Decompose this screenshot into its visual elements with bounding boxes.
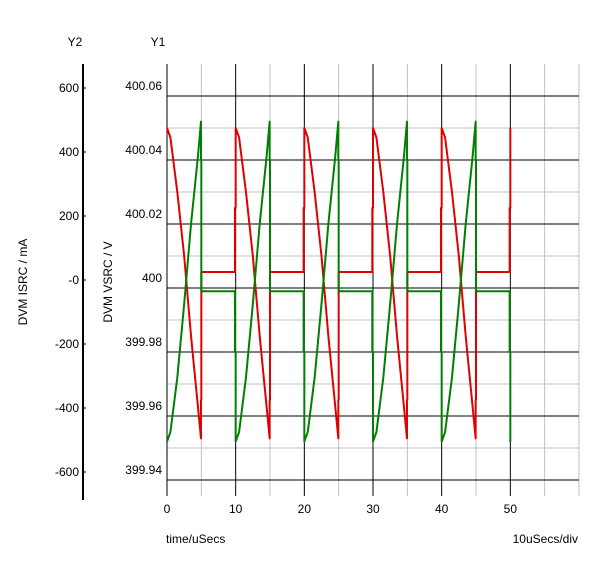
x-division-label: 10uSecs/div: [513, 532, 578, 546]
y2-tick-label: 200: [59, 209, 79, 223]
x-axis: 0 10 20 30 40 50: [164, 502, 518, 516]
y2-tick-label: -400: [55, 401, 79, 415]
x-axis-label: time/uSecs: [166, 532, 225, 546]
series-line-1: [166, 127, 512, 440]
y1-axis: 399.94 399.96 399.98 400 400.02 400.04 400.06: [125, 79, 162, 477]
x-tick-label: 40: [435, 502, 449, 516]
y1-axis-name: Y1: [151, 35, 166, 49]
y1-tick-label: 400.06: [125, 79, 162, 93]
x-tick-label: 50: [504, 502, 518, 516]
y2-tick-label: -200: [55, 337, 79, 351]
y2-tick-label: -600: [55, 465, 79, 479]
y1-tick-label: 399.98: [125, 335, 162, 349]
y2-axis-name: Y2: [68, 35, 83, 49]
x-tick-label: 30: [366, 502, 380, 516]
x-tick-label: 20: [298, 502, 312, 516]
y2-tick-label: 400: [59, 145, 79, 159]
y2-axis: -600 -400 -200 -0 200 400 600: [55, 64, 86, 500]
y2-tick-label: -0: [68, 273, 79, 287]
y1-tick-label: 400.02: [125, 207, 162, 221]
y1-tick-label: 400.04: [125, 143, 162, 157]
y1-axis-label: DVM VSRC / V: [101, 241, 115, 322]
x-tick-label: 10: [229, 502, 243, 516]
x-tick-label: 0: [164, 502, 171, 516]
y2-axis-label: DVM ISRC / mA: [16, 239, 30, 326]
series-group: [166, 120, 512, 443]
y1-tick-label: 400: [142, 271, 162, 285]
y1-tick-label: 399.94: [125, 463, 162, 477]
y2-tick-label: 600: [59, 81, 79, 95]
y1-tick-label: 399.96: [125, 399, 162, 413]
series-line-2: [166, 120, 512, 443]
